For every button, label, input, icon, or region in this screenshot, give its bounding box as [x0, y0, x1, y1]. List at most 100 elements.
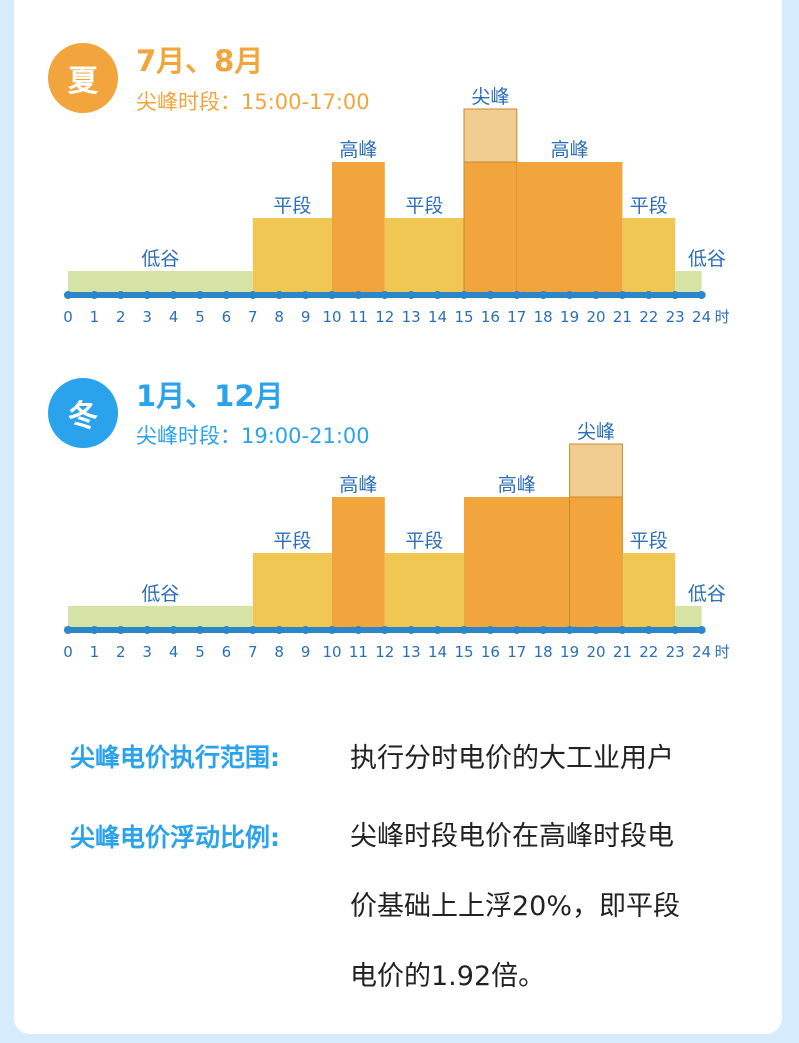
x-tick-label: 24 — [692, 643, 711, 661]
x-tick-label: 7 — [248, 643, 258, 661]
segment-label: 平段 — [405, 530, 443, 552]
segment-label: 低谷 — [141, 583, 179, 605]
x-tick-dot — [433, 626, 442, 634]
x-tick-label: 0 — [63, 643, 73, 661]
x-tick-label: 5 — [195, 308, 205, 326]
segment-label: 高峰 — [498, 474, 536, 496]
summer-months-title: 7月、8月 — [136, 44, 264, 78]
segment-bar — [252, 218, 332, 295]
x-tick-dot — [196, 626, 204, 634]
segment-label: 高峰 — [339, 139, 377, 161]
segment-label: 低谷 — [688, 248, 726, 270]
segment-bar — [252, 553, 332, 630]
x-tick-dot — [539, 626, 548, 634]
segment-bar — [516, 162, 623, 295]
x-tick-label: 11 — [349, 643, 368, 661]
x-tick-dot — [407, 626, 416, 634]
x-tick-label: 3 — [142, 308, 152, 326]
segment-label: 低谷 — [141, 248, 179, 270]
segment-label: 尖峰 — [577, 421, 615, 443]
segment-bar — [622, 218, 676, 295]
winter-peak-period: 尖峰时段：19:00-21:00 — [136, 424, 370, 448]
summer-badge: 夏 — [48, 43, 118, 113]
scope-text: 执行分时电价的大工业用户 — [350, 743, 674, 774]
x-tick-label: 18 — [534, 643, 553, 661]
x-tick-dot — [433, 291, 442, 299]
x-tick-dot — [301, 291, 310, 299]
x-tick-label: 9 — [301, 643, 311, 661]
segment-bar — [68, 606, 253, 630]
x-tick-label: 17 — [507, 308, 526, 326]
summer-peak-period: 尖峰时段：15:00-17:00 — [136, 90, 370, 114]
x-tick-dot — [301, 626, 310, 634]
x-tick-label: 4 — [169, 643, 179, 661]
x-tick-label: 6 — [222, 643, 232, 661]
x-tick-dot — [116, 626, 125, 634]
ratio-line: 价基础上上浮20%，即平段 — [350, 891, 681, 922]
x-tick-dot — [380, 626, 389, 634]
x-tick-label: 15 — [454, 643, 473, 661]
x-tick-label: 24 — [692, 308, 711, 326]
x-axis-unit: 时 — [715, 308, 730, 326]
x-tick-dot — [512, 626, 521, 634]
winter-badge: 冬 — [48, 378, 118, 448]
x-tick-dot — [354, 291, 363, 299]
segment-label: 高峰 — [551, 139, 589, 161]
x-tick-label: 8 — [274, 308, 284, 326]
x-tick-dot — [222, 291, 231, 299]
x-tick-dot — [592, 626, 600, 634]
x-tick-dot — [90, 291, 99, 299]
x-tick-label: 9 — [301, 308, 311, 326]
x-tick-dot — [222, 626, 231, 634]
x-tick-dot — [328, 626, 336, 634]
x-tick-dot — [169, 291, 178, 299]
x-tick-dot — [64, 291, 72, 299]
x-tick-dot — [143, 291, 152, 299]
winter-months-title: 1月、12月 — [136, 379, 284, 413]
x-tick-dot — [196, 291, 204, 299]
x-tick-label: 3 — [142, 643, 152, 661]
x-tick-label: 18 — [534, 308, 553, 326]
x-tick-label: 13 — [402, 643, 421, 661]
x-tick-dot — [248, 626, 257, 634]
segment-label: 低谷 — [688, 583, 726, 605]
x-tick-dot — [275, 626, 284, 634]
x-tick-dot — [248, 291, 257, 299]
x-tick-label: 2 — [116, 643, 126, 661]
x-tick-label: 14 — [428, 308, 447, 326]
x-tick-dot — [671, 626, 680, 634]
x-tick-label: 21 — [613, 308, 632, 326]
x-tick-label: 21 — [613, 643, 632, 661]
segment-label: 平段 — [630, 195, 668, 217]
x-tick-dot — [697, 626, 706, 634]
x-tick-label: 23 — [666, 308, 685, 326]
x-tick-label: 8 — [274, 643, 284, 661]
x-tick-label: 0 — [63, 308, 73, 326]
winter-section: 冬 1月、12月 尖峰时段：19:00-21:00 — [0, 0, 799, 448]
info-card — [14, 0, 782, 1034]
x-axis-unit: 时 — [715, 643, 730, 661]
x-tick-dot — [512, 291, 521, 299]
ratio-text: 尖峰时段电价在高峰时段电 价基础上上浮20%，即平段 电价的1.92倍。 — [350, 802, 750, 1012]
segment-bar — [332, 162, 385, 295]
x-tick-label: 1 — [90, 308, 100, 326]
ratio-line: 电价的1.92倍。 — [350, 961, 546, 992]
x-tick-label: 12 — [375, 308, 394, 326]
x-tick-label: 17 — [507, 643, 526, 661]
x-tick-label: 20 — [586, 308, 605, 326]
x-tick-dot — [697, 291, 706, 299]
x-tick-dot — [618, 291, 627, 299]
x-tick-label: 16 — [481, 308, 500, 326]
x-tick-label: 11 — [349, 308, 368, 326]
summer-section: 夏 7月、8月 尖峰时段：15:00-17:00 — [0, 0, 799, 330]
x-tick-dot — [90, 626, 99, 634]
x-tick-label: 22 — [639, 643, 658, 661]
x-tick-dot — [143, 626, 152, 634]
segment-label: 平段 — [273, 530, 311, 552]
x-tick-dot — [486, 291, 495, 299]
peak-bar — [569, 496, 623, 631]
segment-label: 尖峰 — [471, 86, 509, 108]
x-tick-dot — [275, 291, 284, 299]
x-tick-label: 10 — [322, 308, 341, 326]
